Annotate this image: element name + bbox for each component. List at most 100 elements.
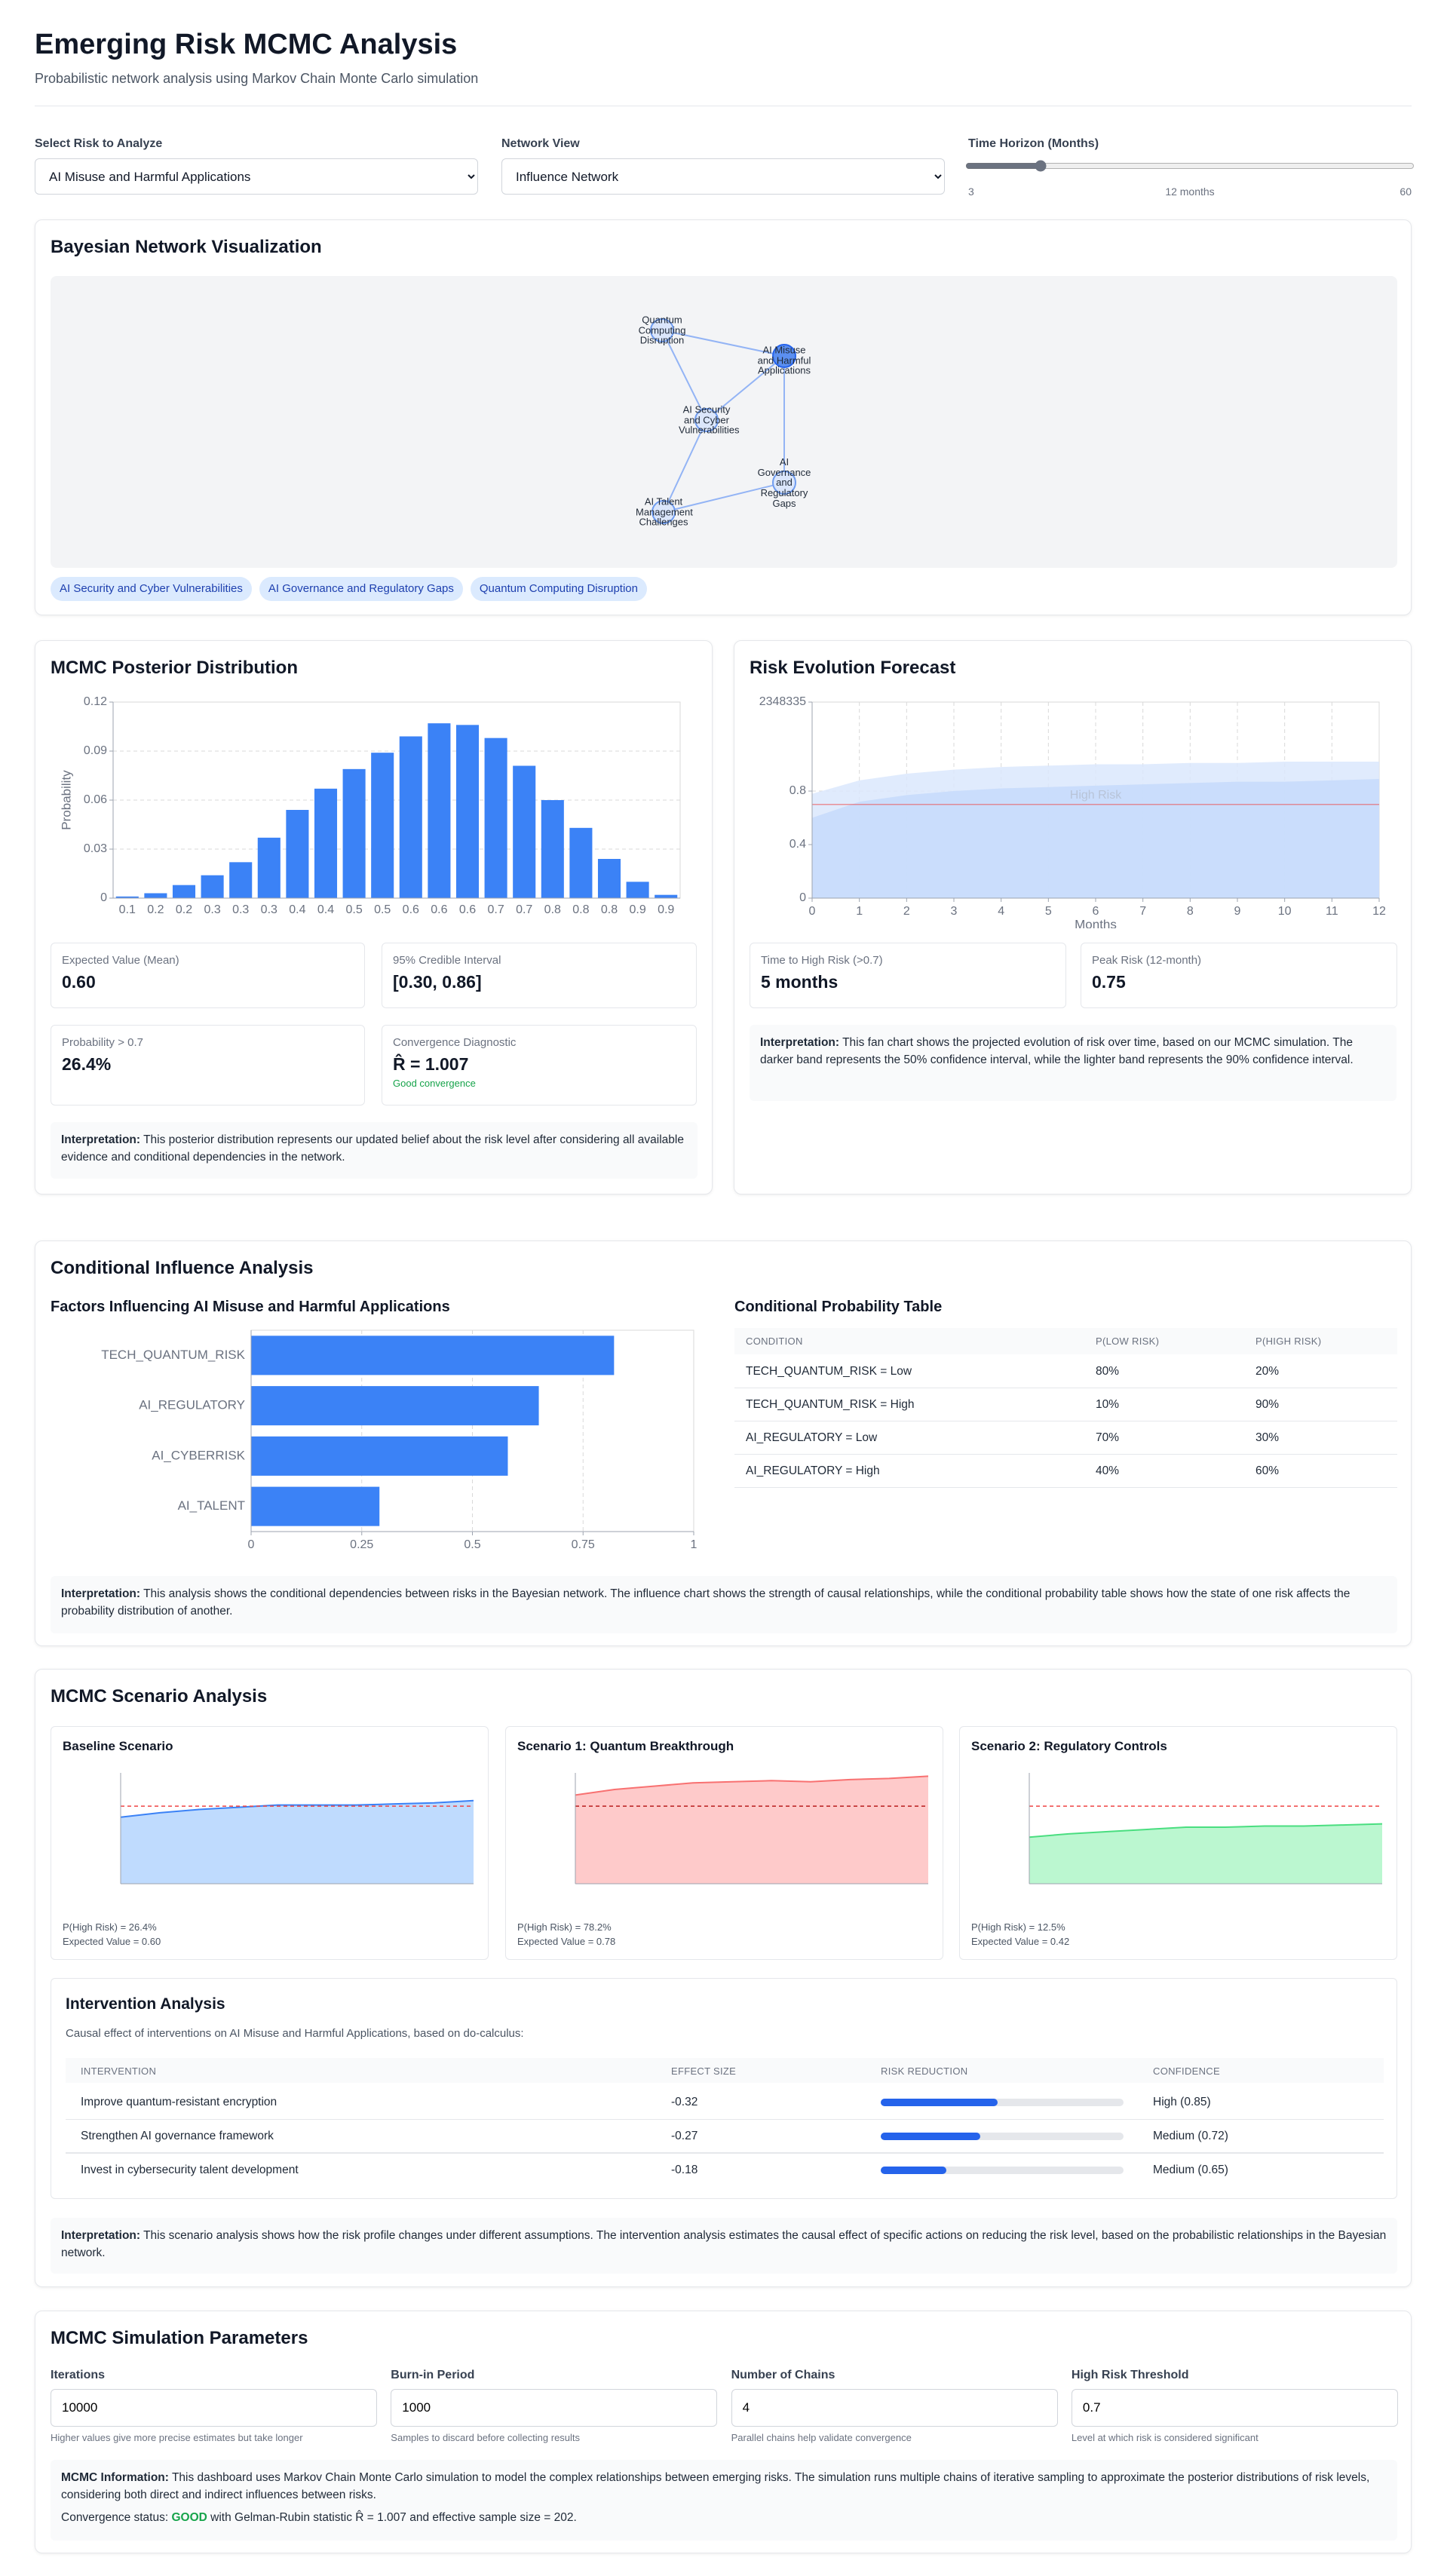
stat-box: Time to High Risk (>0.7) 5 months — [750, 943, 1066, 1008]
stat-value: 26.4% — [62, 1054, 112, 1074]
reduction-bar — [881, 2099, 998, 2106]
x-tick-label: 0 — [809, 905, 816, 918]
param-input[interactable] — [391, 2389, 718, 2427]
posterior-chart: 0 0.03 0.06 0.09 0.12 0.1 0.2 0.2 0.3 0.3 0.3 0.4 0.… — [59, 695, 681, 916]
x-tick-label: 1 — [856, 905, 863, 918]
stat-box: Peak Risk (12-month) 0.75 — [1081, 943, 1397, 1008]
x-tick-label: 8 — [1187, 905, 1194, 918]
x-tick-label: 7 — [1139, 905, 1146, 918]
param-input[interactable] — [51, 2389, 377, 2427]
y-axis-label: Probability — [59, 770, 73, 830]
risk-select[interactable]: AI Misuse and Harmful Applications — [35, 158, 478, 195]
column-header: P(LOW RISK) — [1096, 1336, 1160, 1347]
bar — [251, 1336, 615, 1375]
column-header: P(HIGH RISK) — [1256, 1336, 1322, 1347]
table-cell: -0.18 — [671, 2164, 698, 2176]
x-tick-label: 9 — [1234, 905, 1241, 918]
interpretation: Interpretation: This scenario analysis s… — [51, 2218, 1397, 2274]
table-cell: 10% — [1096, 1398, 1120, 1411]
x-tick-label: 4 — [998, 905, 1004, 918]
horizon-slider[interactable] — [965, 160, 1415, 172]
param-help: Samples to discard before collecting res… — [391, 2432, 581, 2443]
x-tick-label: 12 — [1372, 905, 1386, 918]
table-cell: Medium (0.72) — [1153, 2130, 1228, 2142]
param-help: Parallel chains help validate convergenc… — [731, 2432, 912, 2443]
info-box: MCMC Information: This dashboard uses Ma… — [51, 2460, 1397, 2541]
stat-label: Time to High Risk (>0.7) — [761, 954, 883, 967]
node-label: AI Security and Cyber Vulnerabilities — [679, 403, 740, 436]
interpretation-text: This posterior distribution represents o… — [61, 1133, 684, 1164]
edge — [661, 330, 707, 421]
node-label: AI Misuse and Harmful Applications — [757, 344, 811, 376]
stat-label: Peak Risk (12-month) — [1092, 954, 1202, 967]
threshold-label: High Risk — [1070, 789, 1122, 802]
param-input[interactable] — [731, 2389, 1058, 2427]
y-tick-label: 0.03 — [84, 842, 107, 855]
bar — [251, 1386, 539, 1426]
x-tick-label: 0.5 — [374, 903, 391, 916]
interpretation-lead: Interpretation: — [760, 1036, 840, 1049]
table-cell: -0.32 — [671, 2096, 698, 2108]
x-axis-label: Months — [1075, 917, 1117, 928]
card-title: MCMC Scenario Analysis — [51, 1686, 268, 1707]
bar — [314, 788, 338, 898]
bar — [399, 736, 422, 898]
node-circle[interactable] — [652, 500, 676, 524]
stat-value: 5 months — [761, 972, 839, 992]
x-tick-label: 3 — [951, 905, 958, 918]
parameters-card: MCMC Simulation Parameters MCMC Informat… — [35, 2311, 1412, 2553]
column-header: EFFECT SIZE — [671, 2065, 737, 2077]
node-circle[interactable] — [650, 318, 674, 342]
card-title: MCMC Posterior Distribution — [51, 658, 298, 678]
edges — [661, 330, 785, 513]
y-tick-label: 0.12 — [84, 695, 107, 708]
node-circle[interactable] — [772, 471, 796, 495]
param-help: Level at which risk is considered signif… — [1071, 2432, 1259, 2443]
interpretation-lead: Interpretation: — [61, 2229, 141, 2242]
card-title: MCMC Simulation Parameters — [51, 2328, 308, 2348]
y-tick-label: 0.4 — [789, 838, 806, 851]
horizon-min: 3 — [968, 186, 974, 198]
y-tick-label: 0 — [799, 891, 806, 904]
x-tick-label: 0.3 — [232, 903, 249, 916]
scenario-note: P(High Risk) = 78.2% — [517, 1921, 612, 1933]
x-tick-label: 2 — [903, 905, 910, 918]
param-label: Number of Chains — [731, 2369, 835, 2381]
table-cell: Strengthen AI governance framework — [81, 2130, 274, 2142]
table-cell: 80% — [1096, 1365, 1120, 1378]
scenario-chart — [575, 1773, 929, 1884]
stat-label: Probability > 0.7 — [62, 1036, 143, 1049]
bar — [286, 810, 309, 898]
edge — [663, 482, 785, 513]
x-tick-label: 11 — [1326, 905, 1338, 918]
bar — [655, 894, 678, 898]
table-cell: 20% — [1256, 1365, 1280, 1378]
x-tick-label: 0.75 — [572, 1538, 595, 1551]
x-tick-label: 0.6 — [403, 903, 419, 916]
x-tick-label: 0.7 — [516, 903, 532, 916]
node-circle[interactable] — [772, 344, 796, 368]
table-cell: 30% — [1256, 1431, 1280, 1444]
x-tick-label: 0.8 — [601, 903, 618, 916]
area-line — [575, 1775, 929, 1796]
tag: Quantum Computing Disruption — [470, 577, 647, 601]
y-tick-label: 0.8 — [789, 784, 806, 797]
area — [812, 779, 1379, 898]
horizon-value: 12 months — [1165, 186, 1215, 198]
scenario-title: Scenario 1: Quantum Breakthrough — [517, 1739, 734, 1753]
edge — [661, 330, 785, 357]
param-input[interactable] — [1071, 2389, 1398, 2427]
column-header: INTERVENTION — [81, 2065, 157, 2077]
node-circle[interactable] — [694, 408, 719, 432]
x-tick-label: 0.6 — [459, 903, 476, 916]
status-value: GOOD — [171, 2510, 207, 2524]
param-help: Higher values give more precise estimate… — [51, 2432, 303, 2443]
stat-value: 0.60 — [62, 972, 96, 992]
view-select[interactable]: Influence Network — [501, 158, 945, 195]
scenario-title: Scenario 2: Regulatory Controls — [971, 1739, 1167, 1753]
cpt-table: CONDITION P(LOW RISK) P(HIGH RISK) TECH_QUA… — [734, 1328, 1397, 1554]
column-header: CONDITION — [746, 1336, 803, 1347]
bar — [569, 827, 593, 898]
